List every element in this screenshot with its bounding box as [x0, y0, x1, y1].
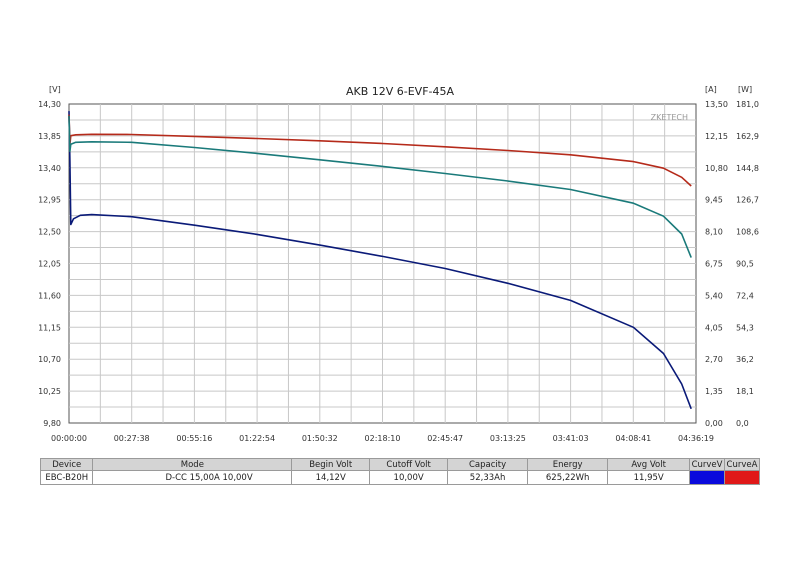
y-right-w-tick-label: 36,2: [736, 355, 754, 364]
y-right-a-tick-label: 6,75: [705, 260, 723, 269]
y-right-w-tick-label: 18,1: [736, 387, 754, 396]
y-right-w-tick-label: 126,7: [736, 196, 759, 205]
info-cell-begin-volt: 14,12V: [291, 470, 371, 485]
x-tick-label: 03:13:25: [490, 434, 526, 443]
y-left-tick-label: 11,60: [38, 291, 61, 300]
x-tick-label: 04:36:19: [678, 434, 714, 443]
info-cell-device: EBC-B20H: [39, 470, 94, 485]
y-right-a-tick-label: 8,10: [705, 228, 723, 237]
tick-labels: 14,30 13,50 181,0 13,85 12,15 162,9 13,40 10,80…: [38, 100, 759, 443]
y-left-tick-label: 12,50: [38, 228, 61, 237]
series-line-a: [68, 115, 692, 258]
x-tick-label: 03:41:03: [553, 434, 589, 443]
series-line-v: [68, 111, 692, 410]
x-tick-label: 01:50:32: [302, 434, 338, 443]
series-line-w: [68, 114, 692, 187]
y-right-a-tick-label: 0,00: [705, 419, 723, 428]
info-header: Energy: [527, 458, 609, 471]
info-header: CurveA: [723, 458, 761, 471]
info-header: Mode: [92, 458, 293, 471]
info-header: CurveV: [689, 458, 725, 471]
y-right-a-tick-label: 12,15: [705, 132, 728, 141]
y-left-tick-label: 14,30: [38, 100, 61, 109]
info-data-row: EBC-B20H D-CC 15,00A 10,00V 14,12V 10,00…: [39, 470, 761, 485]
y-right-w-tick-label: 90,5: [736, 260, 754, 269]
x-tick-label: 00:27:38: [114, 434, 150, 443]
y-right-a-tick-label: 1,35: [705, 387, 723, 396]
right-axis-unit-a: [A]: [705, 85, 717, 94]
y-right-a-tick-label: 9,45: [705, 196, 723, 205]
y-left-tick-label: 12,95: [38, 196, 61, 205]
y-left-tick-label: 13,40: [38, 164, 61, 173]
y-right-a-tick-label: 10,80: [705, 164, 728, 173]
watermark: ZKETECH: [651, 113, 688, 122]
y-right-w-tick-label: 108,6: [736, 228, 759, 237]
y-left-tick-label: 12,05: [38, 260, 61, 269]
info-header: Capacity: [447, 458, 529, 471]
y-right-a-tick-label: 2,70: [705, 355, 723, 364]
info-cell-energy: 625,22Wh: [527, 470, 609, 485]
y-right-a-tick-label: 5,40: [705, 291, 723, 300]
info-header: Cutoff Volt: [369, 458, 449, 471]
grid: [69, 104, 696, 423]
info-header: Begin Volt: [291, 458, 371, 471]
x-tick-label: 04:08:41: [615, 434, 651, 443]
x-tick-label: 02:18:10: [365, 434, 401, 443]
series-lines: [68, 111, 692, 410]
info-table: Device Mode Begin Volt Cutoff Volt Capac…: [39, 458, 761, 485]
y-right-w-tick-label: 72,4: [736, 291, 754, 300]
curve-a-swatch[interactable]: [723, 470, 761, 485]
y-right-a-tick-label: 4,05: [705, 323, 723, 332]
y-right-w-tick-label: 0,0: [736, 419, 749, 428]
x-tick-label: 01:22:54: [239, 434, 275, 443]
y-left-tick-label: 10,25: [38, 387, 61, 396]
info-header: Device: [39, 458, 94, 471]
right-axis-unit-w: [W]: [738, 85, 752, 94]
chart-title: AKB 12V 6-EVF-45A: [346, 85, 455, 98]
info-cell-capacity: 52,33Ah: [447, 470, 529, 485]
y-right-w-tick-label: 54,3: [736, 323, 754, 332]
x-tick-label: 00:00:00: [51, 434, 87, 443]
x-tick-label: 02:45:47: [427, 434, 463, 443]
info-cell-cutoff-volt: 10,00V: [369, 470, 449, 485]
left-axis-unit: [V]: [49, 85, 61, 94]
y-left-tick-label: 11,15: [38, 323, 61, 332]
info-header-row: Device Mode Begin Volt Cutoff Volt Capac…: [39, 458, 761, 471]
info-cell-mode: D-CC 15,00A 10,00V: [92, 470, 293, 485]
y-right-w-tick-label: 144,8: [736, 164, 759, 173]
info-header: Avg Volt: [607, 458, 691, 471]
y-right-a-tick-label: 13,50: [705, 100, 728, 109]
y-right-w-tick-label: 162,9: [736, 132, 759, 141]
info-cell-avg-volt: 11,95V: [607, 470, 691, 485]
x-tick-label: 00:55:16: [176, 434, 212, 443]
curve-v-swatch[interactable]: [689, 470, 725, 485]
y-right-w-tick-label: 181,0: [736, 100, 759, 109]
y-left-tick-label: 9,80: [43, 419, 61, 428]
y-left-tick-label: 13,85: [38, 132, 61, 141]
y-left-tick-label: 10,70: [38, 355, 61, 364]
